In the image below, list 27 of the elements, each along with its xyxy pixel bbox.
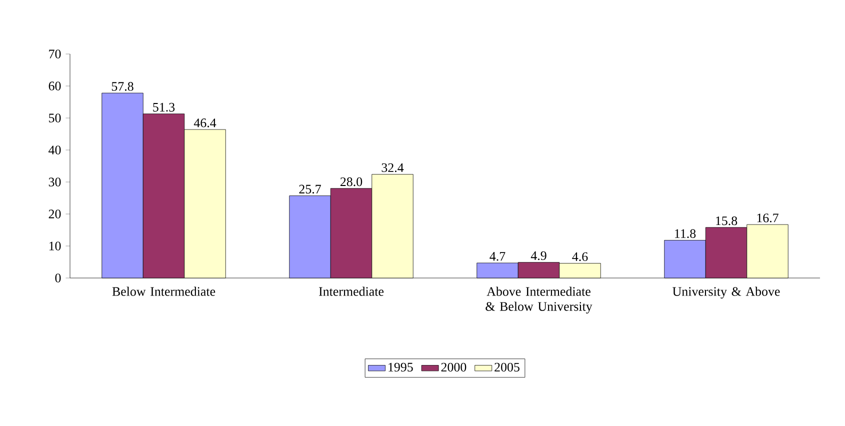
data-label: 4.6 — [572, 252, 588, 262]
x-tick-label: University & Above — [672, 286, 780, 299]
y-tick-label: 20 — [48, 210, 61, 218]
y-tick-label: 60 — [48, 82, 61, 90]
legend-label: 2000 — [441, 362, 466, 372]
data-label: 57.8 — [112, 82, 134, 91]
y-tick-label: 30 — [48, 178, 61, 186]
data-label: 11.8 — [675, 229, 696, 238]
data-label: 15.8 — [716, 216, 738, 226]
data-label: 32.4 — [382, 163, 404, 172]
y-tick-label: 70 — [49, 50, 61, 58]
legend-label: 1995 — [388, 362, 413, 372]
data-label: 46.4 — [194, 118, 216, 128]
x-tick-label: Intermediate — [319, 286, 384, 296]
y-tick-label: 40 — [48, 146, 61, 154]
y-tick-label: 50 — [49, 114, 61, 122]
y-tick-label: 0 — [55, 274, 61, 282]
y-tick-label: 10 — [49, 242, 61, 250]
data-label: 4.7 — [490, 252, 506, 261]
legend-label: 2005 — [494, 362, 520, 372]
x-tick-label: Below Intermediate — [112, 286, 216, 296]
data-label: 28.0 — [340, 177, 362, 186]
data-label: 4.9 — [530, 251, 546, 260]
x-tick-label: Above Intermediate & Below University — [486, 286, 592, 314]
data-label: 16.7 — [757, 214, 778, 222]
data-label: 25.7 — [299, 184, 321, 194]
data-label: 51.3 — [153, 102, 175, 112]
